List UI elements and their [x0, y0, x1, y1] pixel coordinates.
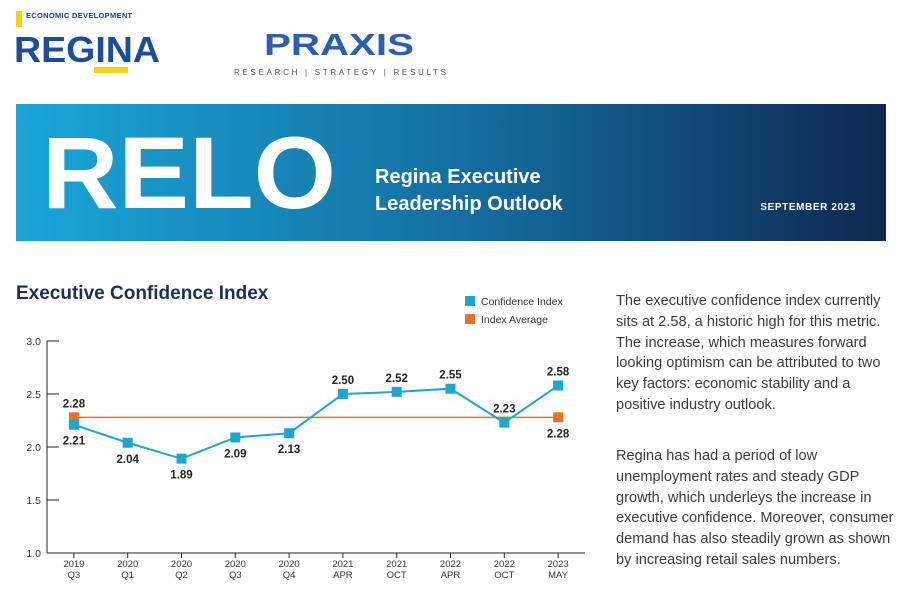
- data-label: 2.58: [547, 367, 570, 379]
- y-tick-label: 2.0: [26, 442, 41, 454]
- paragraph: The executive confidence index currently…: [616, 293, 881, 413]
- data-point: [391, 386, 402, 397]
- x-tick-label: Q2: [175, 570, 188, 581]
- data-point: [553, 412, 564, 423]
- banner: [16, 104, 886, 241]
- x-tick-label: APR: [441, 570, 461, 581]
- data-label: 2.04: [117, 454, 140, 466]
- banner-subtitle: Leadership Outlook: [375, 193, 564, 215]
- chart: 1.01.52.02.53.02019Q32020Q12020Q22020Q32…: [26, 296, 585, 581]
- x-tick-label: 2019: [63, 559, 84, 570]
- logo-accent: [94, 67, 128, 73]
- x-tick-label: Q4: [283, 570, 296, 581]
- x-tick-label: Q1: [121, 570, 134, 581]
- data-label: 2.50: [332, 375, 354, 387]
- data-label: 2.21: [63, 436, 86, 448]
- x-tick-label: 2020: [171, 559, 192, 570]
- regina-tag: ECONOMIC DEVELOPMENT: [26, 11, 133, 20]
- legend-label: Confidence Index: [481, 296, 563, 308]
- data-label: 2.13: [278, 444, 300, 456]
- y-tick-label: 3.0: [26, 336, 41, 348]
- legend-swatch: [465, 314, 475, 324]
- banner-title: RELO: [42, 116, 336, 230]
- x-tick-label: Q3: [68, 570, 81, 581]
- x-tick-label: 2020: [225, 559, 246, 570]
- praxis-name: PRAXIS: [264, 27, 414, 62]
- data-label: 2.09: [224, 448, 246, 460]
- regina-name: REGINA: [14, 29, 160, 70]
- y-tick-label: 2.5: [26, 389, 41, 401]
- praxis-tagline: RESEARCH | STRATEGY | RESULTS: [234, 68, 446, 77]
- legend-label: Index Average: [481, 314, 548, 326]
- data-point: [553, 380, 564, 391]
- banner-subtitle: Regina Executive: [375, 166, 541, 188]
- legend-swatch: [465, 296, 475, 306]
- x-tick-label: 2021: [332, 559, 353, 570]
- data-point: [499, 417, 510, 428]
- data-label: 2.55: [439, 370, 462, 382]
- data-label: 2.52: [386, 373, 408, 385]
- data-label: 2.23: [493, 404, 515, 416]
- data-label: 2.28: [63, 398, 86, 410]
- x-tick-label: OCT: [387, 570, 407, 581]
- data-point: [284, 428, 295, 439]
- data-label: 1.89: [170, 470, 192, 482]
- y-tick-label: 1.0: [26, 548, 41, 560]
- data-point: [337, 389, 348, 399]
- data-point: [230, 432, 241, 443]
- chart-title: Executive Confidence Index: [16, 283, 269, 304]
- x-tick-label: 2023: [548, 559, 569, 570]
- x-tick-label: 2020: [117, 559, 138, 570]
- data-point: [122, 437, 133, 448]
- paragraph: Regina has had a period of low unemploym…: [616, 448, 894, 568]
- logo-accent: [16, 11, 22, 27]
- y-tick-label: 1.5: [26, 495, 41, 507]
- banner-date: SEPTEMBER 2023: [760, 202, 856, 213]
- x-tick-label: 2022: [494, 559, 515, 570]
- x-tick-label: OCT: [494, 570, 514, 581]
- x-tick-label: 2022: [440, 559, 461, 570]
- data-label: 2.28: [547, 428, 570, 440]
- x-tick-label: Q3: [229, 570, 242, 581]
- data-point: [68, 419, 79, 430]
- data-point: [445, 383, 456, 394]
- data-point: [68, 412, 79, 423]
- series-line: [73, 384, 559, 460]
- x-tick-label: 2021: [386, 559, 407, 570]
- x-tick-label: APR: [333, 570, 353, 581]
- x-tick-label: 2020: [279, 559, 300, 570]
- x-tick-label: MAY: [548, 570, 569, 581]
- data-point: [176, 453, 187, 464]
